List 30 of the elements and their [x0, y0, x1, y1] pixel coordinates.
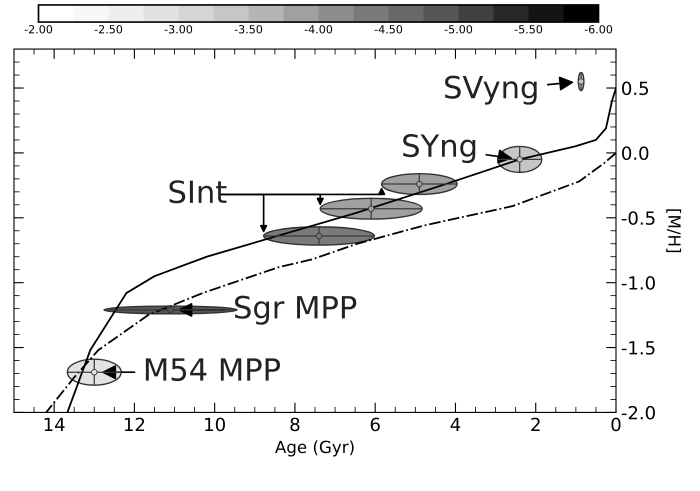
x-axis-title: Age (Gyr) [275, 440, 354, 456]
y-tick-label: 0.5 [622, 81, 648, 96]
annotation: SVyng [445, 76, 537, 105]
color-bar-label: -5.00 [444, 25, 472, 34]
annotation: SYng [403, 134, 476, 164]
y-tick-label: -2.0 [622, 406, 655, 420]
annotation: M54 MPP [146, 358, 280, 382]
color-bar-label: -4.50 [374, 25, 402, 34]
color-bar-label: -2.00 [24, 25, 52, 34]
annotation: Sgr MPP [235, 296, 356, 325]
x-tick-label: 6 [370, 418, 380, 432]
x-tick-label: 4 [450, 418, 460, 432]
color-bar-label: -6.00 [584, 25, 612, 34]
color-bar-label: -3.50 [234, 25, 262, 34]
y-tick-label: -1.0 [622, 276, 655, 290]
x-tick-label: 12 [124, 418, 144, 432]
color-bar-label: -3.00 [164, 25, 192, 34]
x-tick-label: 2 [531, 418, 540, 432]
y-tick-label: -0.5 [622, 211, 655, 225]
x-tick-label: 10 [205, 418, 225, 432]
color-bar-label: -5.50 [514, 25, 542, 34]
y-axis-title: [M/H] [666, 209, 682, 252]
color-bar-label: -2.50 [94, 25, 122, 34]
y-tick-label: -1.5 [622, 341, 655, 355]
x-tick-label: 0 [611, 418, 621, 432]
y-tick-label: 0.0 [622, 146, 648, 160]
x-tick-label: 8 [290, 418, 300, 432]
x-tick-label: 14 [44, 418, 65, 432]
color-bar-label: -4.00 [304, 25, 332, 34]
annotation: SInt [170, 180, 227, 204]
